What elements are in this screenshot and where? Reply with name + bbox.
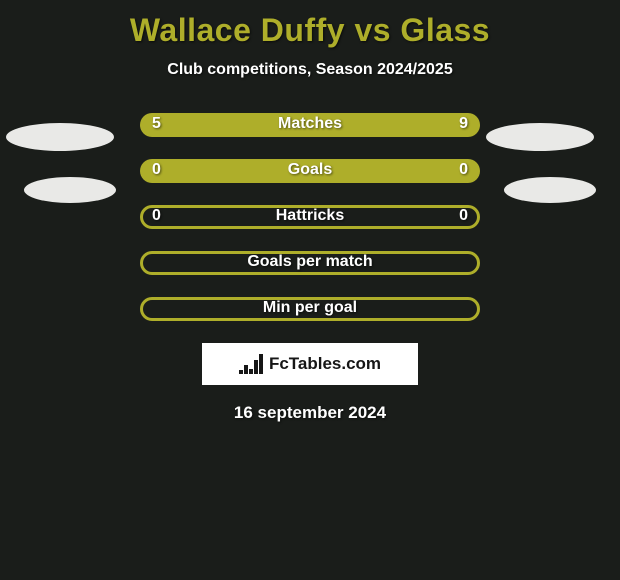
stat-value-right: 0 xyxy=(459,207,468,225)
subtitle: Club competitions, Season 2024/2025 xyxy=(0,61,620,79)
stat-value-left: 5 xyxy=(152,115,161,133)
stat-row: 00Goals xyxy=(140,159,480,183)
logo-bar xyxy=(239,370,243,374)
bar-left xyxy=(140,159,310,183)
stat-value-right: 9 xyxy=(459,115,468,133)
stat-value-left: 0 xyxy=(152,161,161,179)
bar-outline xyxy=(140,205,480,229)
stat-value-left: 0 xyxy=(152,207,161,225)
stat-value-right: 0 xyxy=(459,161,468,179)
bar-outline xyxy=(140,251,480,275)
logo-inner: FcTables.com xyxy=(239,354,381,374)
title-text: Wallace Duffy vs Glass xyxy=(130,12,490,48)
date: 16 september 2024 xyxy=(0,403,620,423)
bar-right xyxy=(261,113,480,137)
stat-row: Min per goal xyxy=(140,297,480,321)
page-title: Wallace Duffy vs Glass xyxy=(0,0,620,49)
logo-box: FcTables.com xyxy=(202,343,418,385)
stat-row: 59Matches xyxy=(140,113,480,137)
logo-bar xyxy=(249,369,253,374)
bar-right xyxy=(310,159,480,183)
logo-bar xyxy=(244,365,248,374)
logo-bar xyxy=(259,354,263,374)
stat-rows: 59Matches00Goals00HattricksGoals per mat… xyxy=(0,113,620,321)
logo-bars-icon xyxy=(239,354,263,374)
logo-bar xyxy=(254,360,258,374)
logo-text: FcTables.com xyxy=(269,354,381,374)
stat-row: Goals per match xyxy=(140,251,480,275)
stat-row: 00Hattricks xyxy=(140,205,480,229)
bar-outline xyxy=(140,297,480,321)
